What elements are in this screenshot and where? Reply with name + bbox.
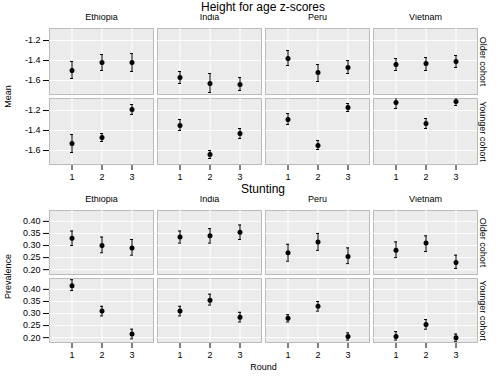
svg-text:-1.6: -1.6 — [25, 75, 41, 85]
svg-text:Mean: Mean — [3, 85, 13, 108]
svg-text:3: 3 — [237, 172, 242, 182]
svg-text:0.25: 0.25 — [23, 320, 41, 330]
svg-text:2: 2 — [423, 172, 428, 182]
svg-text:0.30: 0.30 — [23, 240, 41, 250]
svg-text:2: 2 — [315, 350, 320, 360]
svg-text:1: 1 — [285, 350, 290, 360]
svg-text:3: 3 — [129, 172, 134, 182]
svg-text:Vietnam: Vietnam — [409, 14, 442, 22]
svg-text:Peru: Peru — [308, 14, 327, 22]
svg-text:0.30: 0.30 — [23, 308, 41, 318]
svg-text:1: 1 — [69, 172, 74, 182]
svg-text:0.35: 0.35 — [23, 296, 41, 306]
svg-text:Older cohort: Older cohort — [478, 37, 488, 87]
svg-text:3: 3 — [237, 350, 242, 360]
svg-text:Younger cohort: Younger cohort — [478, 280, 488, 341]
svg-text:0.25: 0.25 — [23, 252, 41, 262]
svg-text:Round: Round — [250, 362, 277, 372]
svg-text:Vietnam: Vietnam — [409, 196, 442, 204]
svg-text:0.20: 0.20 — [23, 265, 41, 275]
svg-text:3: 3 — [345, 172, 350, 182]
svg-text:Prevalence: Prevalence — [3, 254, 13, 299]
svg-text:1: 1 — [177, 350, 182, 360]
svg-text:0.40: 0.40 — [23, 284, 41, 294]
svg-text:0.40: 0.40 — [23, 216, 41, 226]
svg-text:-1.4: -1.4 — [25, 125, 41, 135]
svg-text:3: 3 — [345, 350, 350, 360]
svg-text:1: 1 — [393, 350, 398, 360]
html-text:Stunting: Stunting — [241, 182, 285, 196]
svg-text:Ethiopia: Ethiopia — [85, 196, 118, 204]
svg-text:Peru: Peru — [308, 196, 327, 204]
svg-text:0.35: 0.35 — [23, 228, 41, 238]
html-text:Height for age z-scores: Height for age z-scores — [201, 0, 325, 14]
svg-text:2: 2 — [207, 172, 212, 182]
svg-text:-1.2: -1.2 — [25, 35, 41, 45]
svg-text:India: India — [200, 14, 220, 22]
svg-text:2: 2 — [99, 350, 104, 360]
svg-text:-1.2: -1.2 — [25, 105, 41, 115]
svg-text:2: 2 — [207, 350, 212, 360]
svg-text:-1.6: -1.6 — [25, 145, 41, 155]
svg-text:-1.4: -1.4 — [25, 55, 41, 65]
svg-text:2: 2 — [99, 172, 104, 182]
svg-text:India: India — [200, 196, 220, 204]
svg-text:Ethiopia: Ethiopia — [85, 14, 118, 22]
svg-text:2: 2 — [423, 350, 428, 360]
svg-text:1: 1 — [393, 172, 398, 182]
svg-text:1: 1 — [69, 350, 74, 360]
svg-text:Younger cohort: Younger cohort — [478, 101, 488, 162]
svg-text:1: 1 — [285, 172, 290, 182]
svg-text:1: 1 — [177, 172, 182, 182]
svg-text:0.20: 0.20 — [23, 333, 41, 343]
svg-text:3: 3 — [129, 350, 134, 360]
svg-text:3: 3 — [453, 350, 458, 360]
svg-text:Older cohort: Older cohort — [478, 218, 488, 268]
svg-text:3: 3 — [453, 172, 458, 182]
svg-text:2: 2 — [315, 172, 320, 182]
